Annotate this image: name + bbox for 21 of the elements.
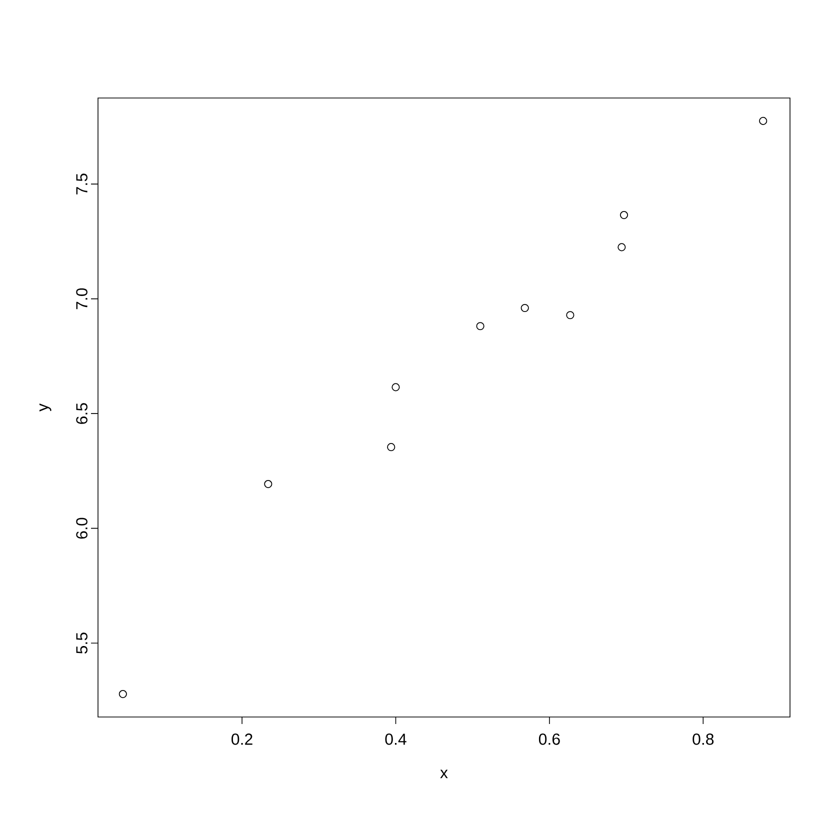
point bbox=[520, 304, 529, 312]
x-tick-label: 0.2 bbox=[232, 734, 252, 745]
point bbox=[118, 690, 127, 698]
point bbox=[759, 116, 768, 125]
y-tick-label: 7.0 bbox=[76, 288, 88, 310]
point bbox=[392, 383, 400, 392]
y-tick-label: 6.5 bbox=[76, 403, 88, 424]
x-tick-label: 0.6 bbox=[538, 734, 560, 745]
point bbox=[264, 480, 272, 488]
point bbox=[476, 322, 484, 330]
x-axis-title: x bbox=[440, 770, 448, 778]
point bbox=[618, 243, 626, 252]
x-tick-label: 0.4 bbox=[385, 734, 406, 745]
y-tick-label: 7.5 bbox=[76, 174, 88, 194]
point bbox=[387, 443, 396, 452]
point bbox=[620, 210, 628, 220]
y-tick-label: 5.5 bbox=[76, 632, 88, 654]
y-axis-title: y bbox=[40, 404, 52, 412]
y-tick-label: 6.0 bbox=[76, 518, 88, 539]
x-tick-label: 0.8 bbox=[692, 734, 714, 745]
point bbox=[566, 311, 574, 320]
